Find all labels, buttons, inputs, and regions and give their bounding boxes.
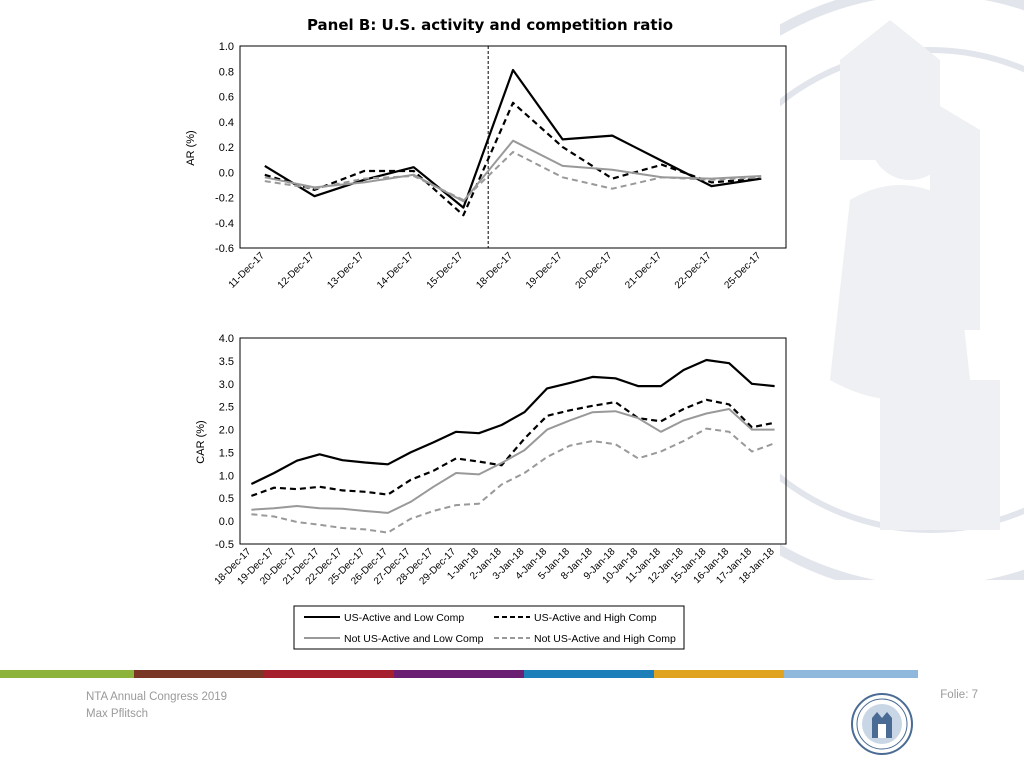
y-tick-label: 0.0	[219, 516, 234, 528]
legend-label-3: Not US-Active and High Comp	[534, 633, 676, 645]
x-tick-label: 11-Dec-17	[227, 250, 268, 291]
color-strip-segment	[134, 670, 264, 678]
color-strip-segment	[524, 670, 654, 678]
color-strip-segment	[394, 670, 524, 678]
y-axis-title: CAR (%)	[195, 420, 207, 463]
slide-number: Folie: 7	[940, 689, 978, 701]
y-tick-label: 0.5	[219, 493, 234, 505]
y-tick-label: 4.0	[219, 333, 234, 345]
ar-chart: Panel B: U.S. activity and competition r…	[180, 0, 800, 310]
series-line-2	[251, 408, 775, 514]
x-tick-label: 15-Dec-17	[425, 250, 466, 291]
legend: US-Active and Low Comp US-Active and Hig…	[293, 605, 685, 650]
legend-label-1: US-Active and High Comp	[534, 612, 657, 624]
series-line-2	[264, 139, 762, 203]
y-tick-label: 0.0	[219, 167, 234, 179]
footer-info: NTA Annual Congress 2019 Max Pflitsch	[86, 689, 227, 723]
series-line-0	[250, 358, 775, 485]
x-tick-label: 20-Dec-17	[574, 250, 615, 291]
y-tick-label: 0.8	[219, 66, 234, 78]
series-line-3	[264, 151, 762, 201]
y-tick-label: 3.0	[219, 379, 234, 391]
seal-watermark-icon	[780, 0, 1024, 580]
y-tick-label: 0.2	[219, 142, 234, 154]
university-seal-icon	[851, 693, 913, 755]
y-axis-title: AR (%)	[185, 130, 197, 165]
chart-title: Panel B: U.S. activity and competition r…	[307, 16, 673, 34]
x-tick-label: 14-Dec-17	[375, 250, 416, 291]
car-chart: CAR (%) 4.0 3.5 3.0 2.5 2.0 1.5 1.0 0.5 0.0 -0.5 …	[180, 326, 800, 656]
x-tick-label: 19-Dec-17	[524, 250, 565, 291]
y-tick-label: -0.5	[215, 539, 234, 551]
plot-frame	[239, 337, 787, 545]
y-tick-label: -0.6	[215, 243, 234, 255]
x-tick-label: 21-Dec-17	[623, 250, 664, 291]
x-tick-label: 12-Dec-17	[276, 250, 317, 291]
y-tick-label: 2.0	[219, 425, 234, 437]
color-strip-segment	[654, 670, 784, 678]
series-line-3	[251, 427, 775, 534]
color-strip	[0, 670, 918, 678]
ar-chart-svg: Panel B: U.S. activity and competition r…	[185, 16, 787, 291]
color-strip-segment	[264, 670, 394, 678]
y-tick-label: 0.4	[219, 117, 234, 129]
series-line-1	[251, 398, 775, 497]
author-name: Max Pflitsch	[86, 708, 148, 720]
y-tick-label: 0.6	[219, 92, 234, 104]
y-tick-label: 1.0	[219, 41, 234, 53]
color-strip-segment	[784, 670, 918, 678]
car-chart-svg: CAR (%) 4.03.53.02.52.01.51.00.50.0-0.5 …	[195, 333, 787, 650]
legend-box	[293, 605, 685, 650]
color-strip-segment	[0, 670, 134, 678]
y-tick-label: -0.4	[215, 218, 234, 230]
x-tick-label: 18-Dec-17	[474, 250, 515, 291]
x-tick-label: 13-Dec-17	[325, 250, 366, 291]
series-line-1	[264, 101, 762, 217]
y-tick-label: 1.5	[219, 447, 234, 459]
y-tick-label: -0.2	[215, 193, 234, 205]
series-line-0	[264, 68, 762, 209]
plot-frame	[239, 45, 787, 249]
y-tick-label: 3.5	[219, 356, 234, 368]
y-tick-label: 1.0	[219, 470, 234, 482]
conference-name: NTA Annual Congress 2019	[86, 691, 228, 703]
y-tick-label: 2.5	[219, 402, 234, 414]
legend-label-0: US-Active and Low Comp	[344, 612, 464, 624]
legend-label-2: Not US-Active and Low Comp	[344, 633, 484, 645]
x-tick-label: 22-Dec-17	[673, 250, 714, 291]
x-tick-label: 25-Dec-17	[723, 250, 764, 291]
